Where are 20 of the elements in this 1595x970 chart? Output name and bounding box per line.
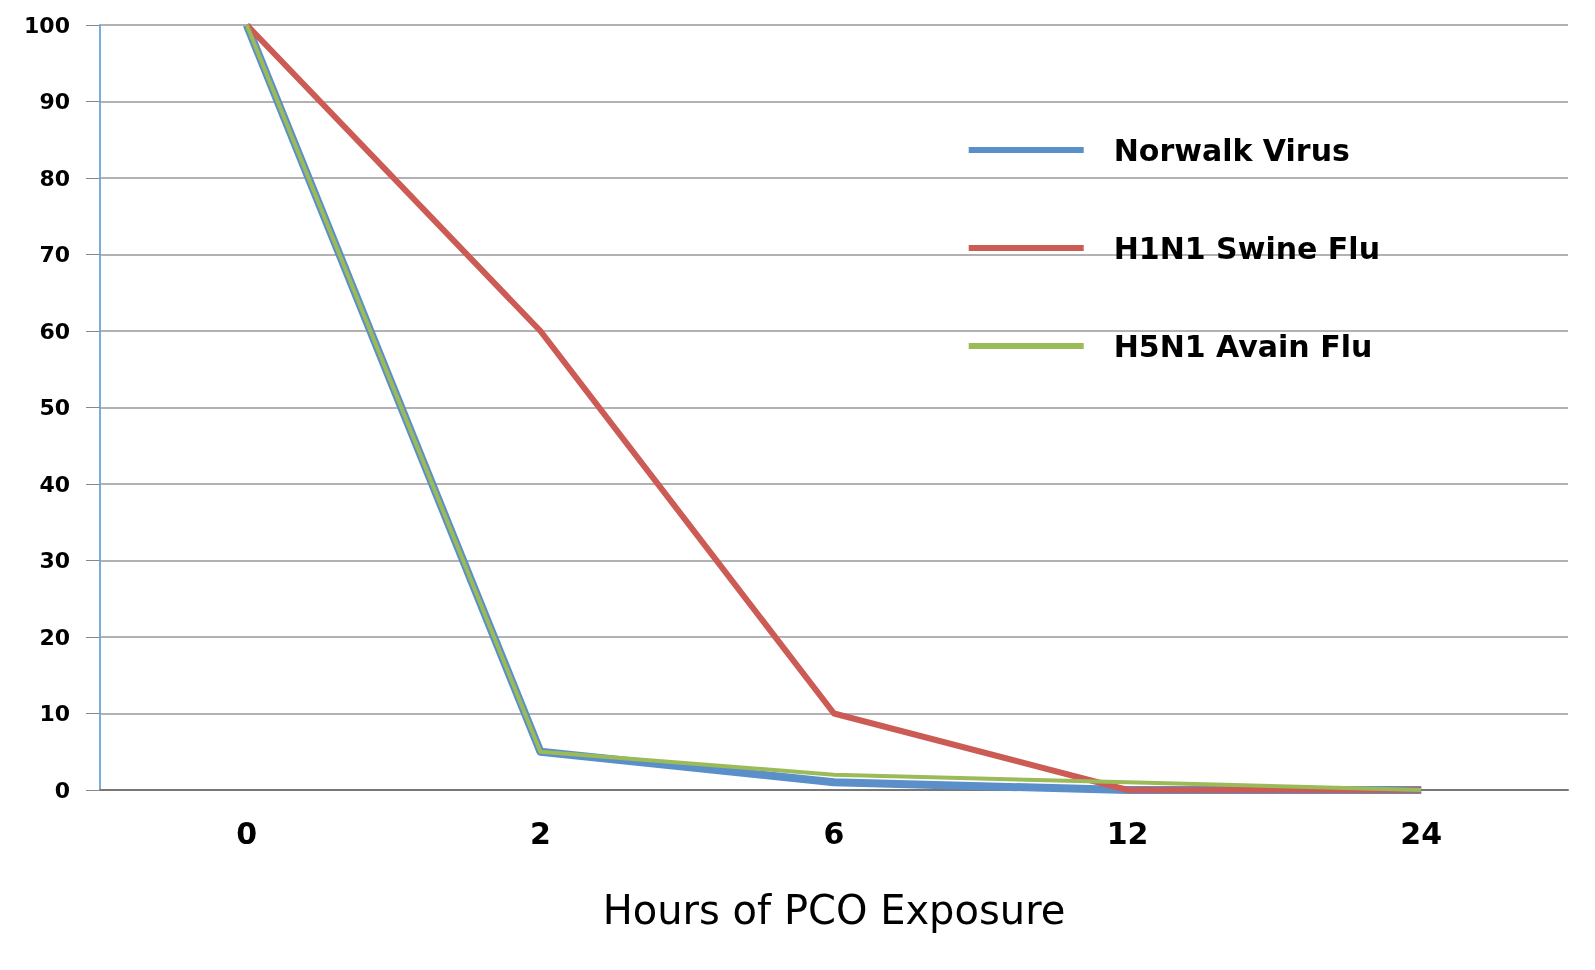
y-tick-label: 80 bbox=[39, 165, 70, 191]
legend-label: H5N1 Avain Flu bbox=[1113, 328, 1373, 364]
y-tick-label: 90 bbox=[39, 89, 70, 114]
legend-label: Norwalk Virus bbox=[1113, 132, 1350, 168]
legend-label: H1N1 Swine Flu bbox=[1113, 230, 1380, 266]
y-tick-label: 0 bbox=[54, 777, 70, 803]
y-tick-label: 50 bbox=[39, 395, 70, 420]
y-tick-label: 60 bbox=[39, 318, 70, 344]
x-tick-label: 24 bbox=[1400, 815, 1443, 851]
x-tick-label: 2 bbox=[529, 815, 551, 851]
x-tick-label: 0 bbox=[236, 815, 258, 851]
y-tick-label: 30 bbox=[39, 548, 70, 573]
y-tick-label: 70 bbox=[39, 242, 70, 267]
y-tick-label: 20 bbox=[39, 624, 70, 650]
x-axis-title: Hours of PCO Exposure bbox=[602, 887, 1066, 933]
y-tick-label: 10 bbox=[39, 701, 70, 726]
y-tick-label: 40 bbox=[39, 471, 70, 497]
y-tick-label: 100 bbox=[24, 12, 70, 38]
x-tick-label: 12 bbox=[1106, 815, 1149, 851]
x-tick-label: 6 bbox=[823, 815, 845, 851]
